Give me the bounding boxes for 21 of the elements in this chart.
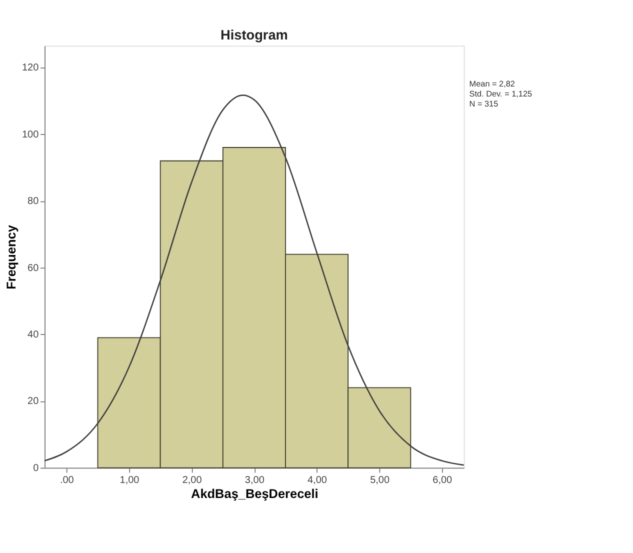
x-tick-label: 6,00 xyxy=(432,474,453,486)
text: Std. Dev. = 1,125 xyxy=(469,90,533,99)
chart-title: Histogram xyxy=(220,27,288,42)
text: Mean = 2,82 xyxy=(469,80,516,89)
y-tick-label: 60 xyxy=(28,262,40,274)
x-tick-label: 3,00 xyxy=(244,474,265,486)
line-series xyxy=(44,94,465,466)
x-tick-label: 4,00 xyxy=(308,474,328,486)
x-tick-label: .00 xyxy=(60,474,74,486)
y-tick-label: 120 xyxy=(22,62,40,74)
x-tick-label: 5,00 xyxy=(370,474,390,486)
y-tick-label: 0 xyxy=(33,462,40,474)
x-tick-label: 2,00 xyxy=(182,474,202,486)
x-axis-title: AkdBaş_BeşDereceli xyxy=(191,486,318,502)
y-tick-label: 80 xyxy=(28,196,40,208)
y-tick-label: 100 xyxy=(22,129,40,140)
text: N = 315 xyxy=(469,100,499,109)
x-tick-label: 1,00 xyxy=(120,474,140,486)
y-tick-label: 40 xyxy=(28,330,40,341)
y-tick-label: 20 xyxy=(28,396,40,408)
y-axis-title: Frequency xyxy=(4,225,19,290)
